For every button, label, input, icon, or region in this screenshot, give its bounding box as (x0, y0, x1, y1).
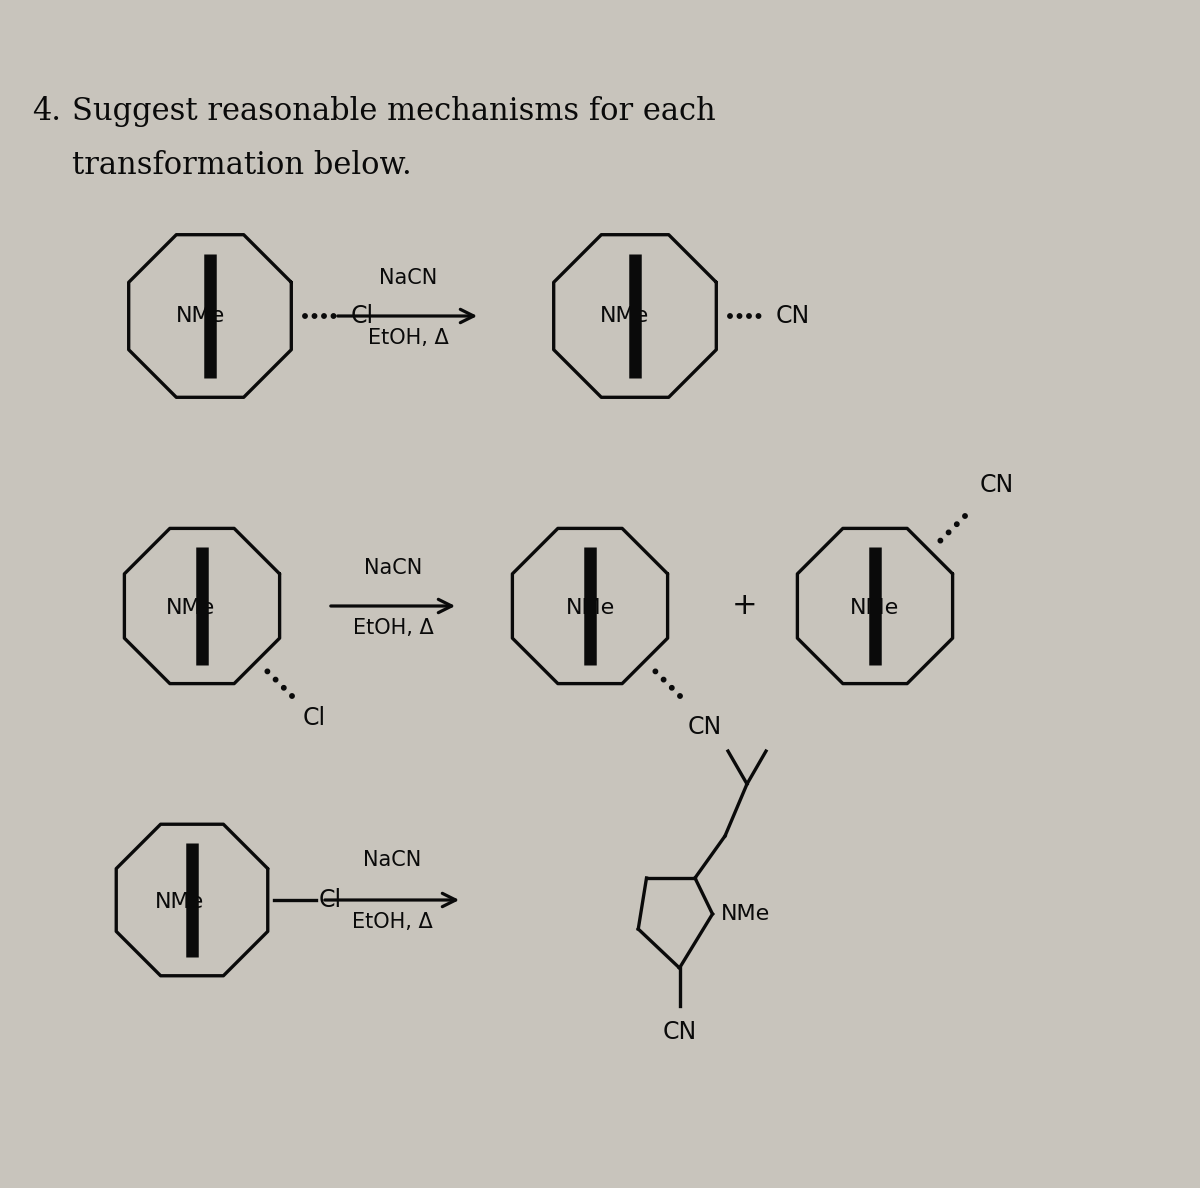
Text: CN: CN (688, 715, 721, 739)
Circle shape (954, 522, 959, 526)
Text: NMe: NMe (155, 892, 205, 912)
Circle shape (962, 513, 967, 518)
Text: NMe: NMe (166, 598, 215, 618)
Text: transformation below.: transformation below. (72, 150, 412, 181)
Circle shape (938, 538, 942, 543)
Text: NaCN: NaCN (362, 849, 421, 870)
Circle shape (322, 314, 326, 318)
Text: +: + (732, 592, 758, 620)
Circle shape (756, 314, 761, 318)
Text: EtOH, Δ: EtOH, Δ (367, 328, 449, 348)
Circle shape (737, 314, 742, 318)
Text: NMe: NMe (600, 307, 649, 326)
Circle shape (289, 694, 294, 699)
Text: EtOH, Δ: EtOH, Δ (353, 618, 433, 638)
Text: CN: CN (776, 304, 810, 328)
Circle shape (653, 669, 658, 674)
Text: NMe: NMe (720, 904, 769, 924)
Circle shape (265, 669, 270, 674)
Text: CN: CN (662, 1020, 697, 1044)
Circle shape (282, 685, 286, 690)
Text: EtOH, Δ: EtOH, Δ (352, 912, 432, 933)
Text: NaCN: NaCN (364, 558, 422, 579)
Text: Cl: Cl (302, 707, 325, 731)
Text: NMe: NMe (175, 307, 224, 326)
Text: NaCN: NaCN (379, 268, 437, 287)
Circle shape (727, 314, 732, 318)
Circle shape (947, 530, 950, 535)
Text: NMe: NMe (565, 598, 614, 618)
Circle shape (274, 677, 277, 682)
Text: NMe: NMe (851, 598, 900, 618)
Text: CN: CN (979, 473, 1014, 497)
Circle shape (661, 677, 666, 682)
Circle shape (302, 314, 307, 318)
Circle shape (312, 314, 317, 318)
Circle shape (331, 314, 336, 318)
Text: Cl: Cl (352, 304, 374, 328)
Text: Cl: Cl (319, 887, 342, 912)
Circle shape (670, 685, 674, 690)
Text: Suggest reasonable mechanisms for each: Suggest reasonable mechanisms for each (72, 96, 715, 127)
Circle shape (678, 694, 682, 699)
Text: 4.: 4. (32, 96, 61, 127)
Circle shape (746, 314, 751, 318)
